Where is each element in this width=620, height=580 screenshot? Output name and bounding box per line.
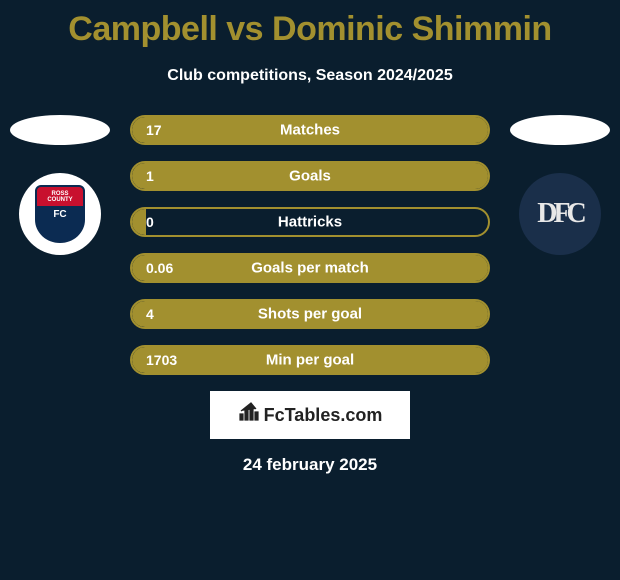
stat-row-matches: 17 Matches	[130, 115, 490, 145]
comparison-date: 24 february 2025	[0, 455, 620, 475]
stat-label: Hattricks	[278, 214, 342, 231]
stat-value: 1703	[146, 352, 177, 368]
stat-label: Goals per match	[251, 260, 369, 277]
club-crest-left: ROSSCOUNTY FC	[19, 173, 101, 255]
crest-left-fc: FC	[37, 209, 83, 220]
crest-right-monogram: DFC	[537, 198, 583, 230]
page-subtitle: Club competitions, Season 2024/2025	[0, 67, 620, 85]
stat-label: Shots per goal	[258, 306, 362, 323]
stat-row-gpm: 0.06 Goals per match	[130, 253, 490, 283]
stat-value: 4	[146, 306, 154, 322]
crest-left-label: ROSSCOUNTY	[37, 191, 83, 203]
page-title: Campbell vs Dominic Shimmin	[0, 0, 620, 49]
branding-badge: FcTables.com	[210, 391, 410, 439]
stat-fill	[132, 209, 146, 235]
player-right-ellipse	[510, 115, 610, 145]
stat-value: 1	[146, 168, 154, 184]
brand-text: FcTables.com	[264, 405, 383, 426]
stat-value: 17	[146, 122, 162, 138]
player-right-column: DFC	[510, 115, 610, 255]
stat-row-goals: 1 Goals	[130, 161, 490, 191]
stat-label: Goals	[289, 168, 331, 185]
stat-label: Matches	[280, 122, 340, 139]
comparison-body: ROSSCOUNTY FC DFC 17 Matches 1 Goals 0 H…	[0, 115, 620, 475]
stats-container: 17 Matches 1 Goals 0 Hattricks 0.06 Goal…	[130, 115, 490, 375]
player-left-ellipse	[10, 115, 110, 145]
stat-row-spg: 4 Shots per goal	[130, 299, 490, 329]
stat-label: Min per goal	[266, 352, 354, 369]
shield-icon: ROSSCOUNTY FC	[35, 185, 85, 243]
player-left-column: ROSSCOUNTY FC	[10, 115, 110, 255]
club-crest-right: DFC	[519, 173, 601, 255]
stat-value: 0.06	[146, 260, 173, 276]
stat-value: 0	[146, 214, 154, 230]
stat-row-hattricks: 0 Hattricks	[130, 207, 490, 237]
stat-row-mpg: 1703 Min per goal	[130, 345, 490, 375]
chart-icon	[238, 402, 260, 428]
